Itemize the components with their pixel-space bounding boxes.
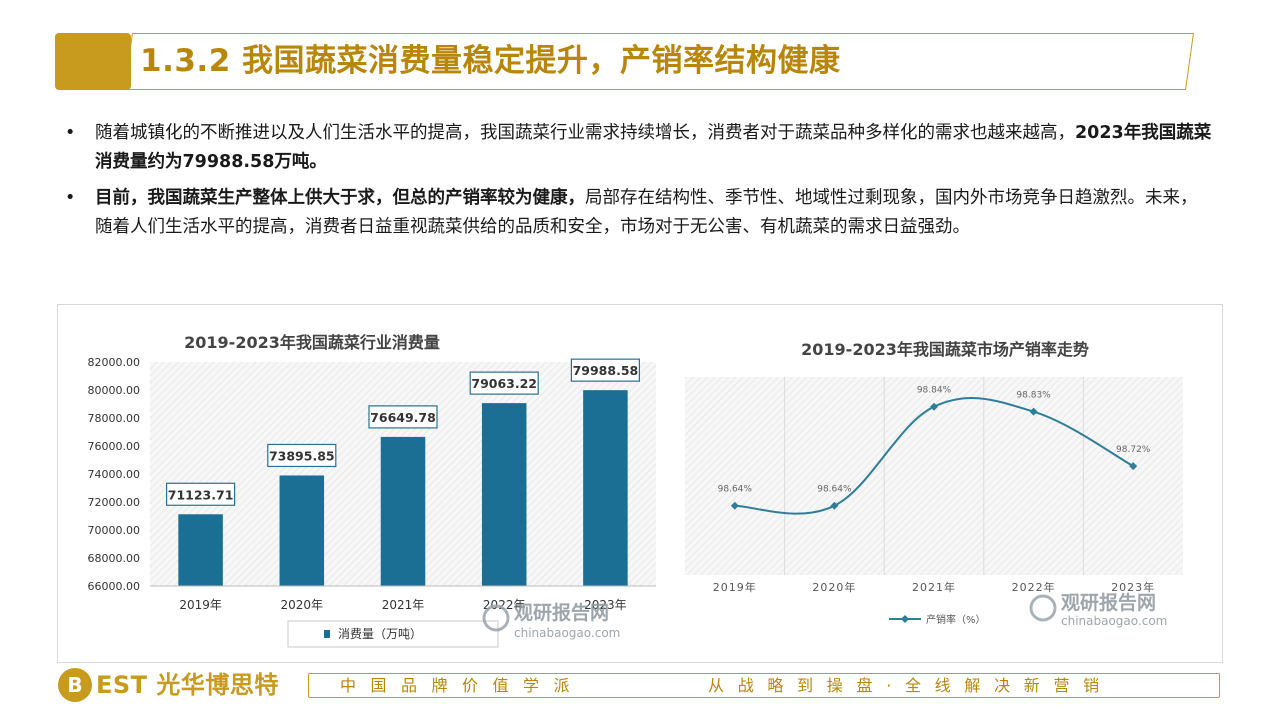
- title-accent-block: [55, 33, 131, 90]
- bar-x-tick-label: 2021年: [382, 598, 425, 612]
- bar-data-label-box: [570, 358, 641, 382]
- slogan-bar: [308, 673, 1220, 698]
- page-title: 1.3.2 我国蔬菜消费量稳定提升，产销率结构健康: [140, 43, 841, 79]
- bar-data-label: 76649.78: [370, 410, 436, 425]
- bar-x-tick-label: 2022年: [483, 598, 526, 612]
- bullet-text: 局部存在结构性、季节性、地域性过剩现象，国内外市场竞争日趋激烈。未来，随着人们生…: [95, 188, 1198, 237]
- bar: [583, 390, 628, 586]
- bullet-text: 随着城镇化的不断推进以及人们生活水平的提高，我国蔬菜行业需求持续增长，消费者对于…: [95, 123, 1075, 143]
- bar-data-label: 79063.22: [471, 376, 537, 391]
- bar-data-label-box: [165, 482, 236, 506]
- bar-y-tick-label: 80000.00: [88, 384, 141, 397]
- line-legend-label: 产销率（%）: [926, 613, 986, 626]
- watermark-logo-icon: [1029, 594, 1057, 622]
- bar-x-tick-label: 2023年: [584, 598, 627, 612]
- bullet-dot: •: [65, 188, 76, 208]
- bullet-text-bold: 目前，我国蔬菜生产整体上供大于求，但总的产销率较为健康，: [95, 188, 585, 208]
- watermark-left: 观研报告网 chinabaogao.com: [482, 601, 620, 640]
- bar-y-tick-label: 66000.00: [88, 580, 141, 593]
- bar-y-tick-label: 74000.00: [88, 468, 141, 481]
- watermark-logo-icon: [482, 604, 510, 632]
- bullet-item-1: • 随着城镇化的不断推进以及人们生活水平的提高，我国蔬菜行业需求持续增长，消费者…: [62, 119, 1212, 177]
- footer: B EST 光华博思特 中国品牌价值学派 从战略到操盘·全线解决新营销: [0, 666, 1280, 702]
- bar-data-label-box: [469, 371, 539, 395]
- watermark-name: 观研报告网: [514, 601, 609, 624]
- bar-chart-title: 2019-2023年我国蔬菜行业消费量: [184, 333, 440, 352]
- line-x-tick-label: 2022年: [1012, 580, 1056, 594]
- watermark-right: 观研报告网 chinabaogao.com: [1029, 591, 1167, 628]
- line-data-label: 98.83%: [1016, 391, 1051, 401]
- bar-legend: 消费量（万吨）: [287, 620, 499, 648]
- slogan-right: 从战略到操盘·全线解决新营销: [708, 676, 1113, 695]
- line-point: [830, 501, 839, 510]
- bullet-dot: •: [65, 123, 76, 143]
- line-legend: 产销率（%）: [889, 613, 986, 626]
- line-point: [1129, 462, 1138, 471]
- line-x-axis: 2019年 2020年 2021年 2022年 2023年: [713, 580, 1155, 594]
- line-data-label: 98.64%: [718, 485, 753, 495]
- bar-data-label-box: [267, 443, 337, 468]
- line-data-label: 98.84%: [917, 386, 952, 396]
- line-gridlines: [784, 377, 1084, 575]
- bar-y-tick-label: 78000.00: [88, 412, 141, 425]
- brand-logo-icon: B: [58, 668, 92, 702]
- bar-data-label: 79988.58: [573, 363, 639, 378]
- line-x-tick-label: 2020年: [812, 580, 856, 594]
- line-point: [930, 402, 938, 411]
- line-x-tick-label: 2023年: [1111, 580, 1155, 594]
- bar-y-tick-label: 68000.00: [88, 552, 141, 565]
- bullet-text-bold: 2023年我国蔬菜消费量约为79988.58万吨。: [95, 123, 1212, 172]
- bullet-item-2: • 目前，我国蔬菜生产整体上供大于求，但总的产销率较为健康，局部存在结构性、季节…: [62, 184, 1212, 242]
- bar-data-label-box: [368, 405, 438, 429]
- watermark-url: chinabaogao.com: [1061, 614, 1167, 628]
- line-x-tick-label: 2021年: [912, 580, 956, 594]
- bar-legend-box: [287, 620, 499, 648]
- line-point: [730, 501, 739, 510]
- line-data-label: 98.64%: [817, 485, 852, 495]
- line-x-tick-label: 2019年: [713, 580, 757, 594]
- brand-name: EST 光华博思特: [96, 671, 279, 699]
- line-data-label: 98.72%: [1116, 445, 1151, 455]
- charts-svg: 2019-2023年我国蔬菜行业消费量 82000.00 80000.00 7800…: [88, 333, 1183, 648]
- line-point: [1029, 407, 1038, 416]
- bar-legend-label: 消费量（万吨）: [338, 627, 422, 641]
- bar-y-tick-label: 76000.00: [88, 440, 141, 453]
- bar-data-label: 71123.71: [168, 487, 234, 502]
- chart-panel: 2019-2023年我国蔬菜行业消费量 82000.00 80000.00 7800…: [57, 304, 1223, 663]
- bar: [279, 475, 325, 586]
- bar-legend-swatch: [324, 630, 330, 638]
- watermark-url: chinabaogao.com: [514, 626, 620, 640]
- bar: [481, 403, 527, 586]
- line-chart-title: 2019-2023年我国蔬菜市场产销率走势: [801, 340, 1089, 359]
- line-legend-marker: [901, 615, 909, 623]
- bar-y-tick-label: 72000.00: [88, 496, 141, 509]
- bullet-list: • 随着城镇化的不断推进以及人们生活水平的提高，我国蔬菜行业需求持续增长，消费者…: [62, 119, 1212, 249]
- line-series: 98.64% 98.64% 98.84% 98.83% 98.72%: [718, 386, 1151, 515]
- bar-series: 71123.71 73895.85 76649.78 79063.22 79988.58: [165, 358, 641, 586]
- bar-y-tick-label: 82000.00: [88, 356, 141, 369]
- bar-x-axis: 2019年 2020年 2021年 2022年 2023年: [150, 585, 656, 612]
- bar-y-tick-label: 70000.00: [88, 524, 141, 537]
- bar-x-tick-label: 2019年: [179, 598, 222, 612]
- bar: [178, 514, 223, 586]
- bar: [380, 436, 426, 586]
- slogan-left: 中国品牌价值学派: [340, 676, 585, 695]
- bar-data-label: 73895.85: [269, 448, 335, 463]
- bar-x-tick-label: 2020年: [281, 598, 324, 612]
- watermark-name: 观研报告网: [1061, 591, 1156, 614]
- bar-y-axis: 82000.00 80000.00 78000.00 76000.00 74000.00…: [88, 356, 141, 593]
